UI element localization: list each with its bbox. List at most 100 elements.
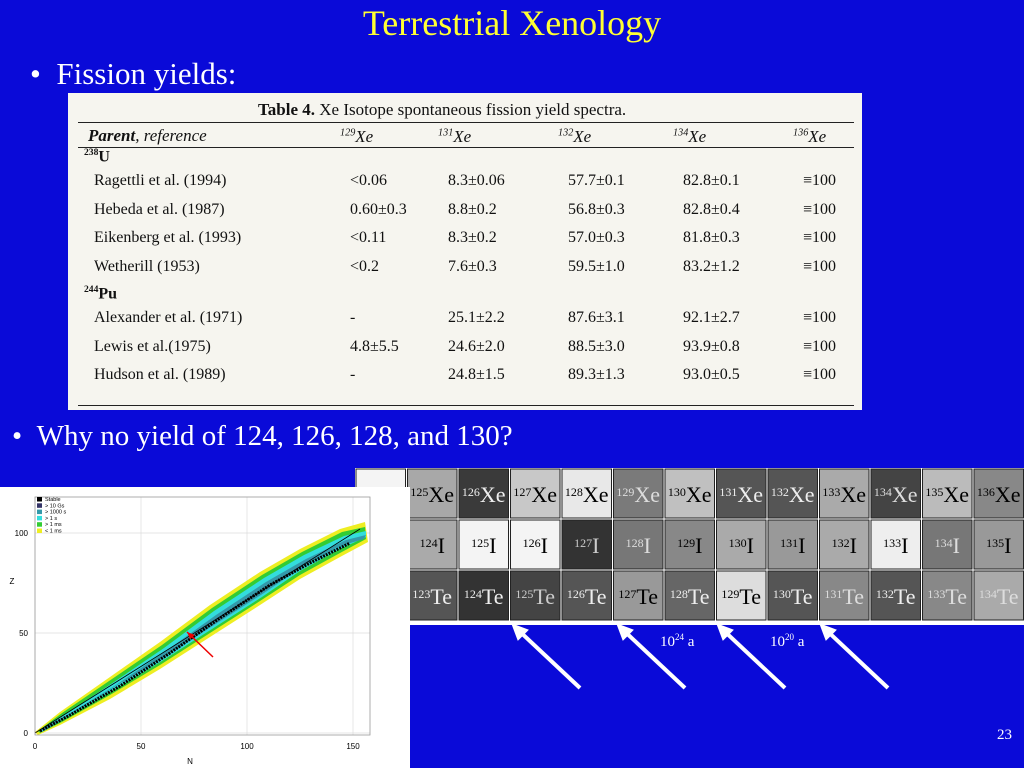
legend-swatch <box>37 528 42 533</box>
mass-number: 124 <box>464 587 482 601</box>
nuclide-cell <box>561 519 612 570</box>
caption-label: Table 4. <box>258 100 316 119</box>
x-tick-label: 150 <box>346 742 360 751</box>
yield-value: ≡100 <box>803 366 837 383</box>
nuclide-cell <box>767 468 818 519</box>
yield-value: 93.0±0.5 <box>683 366 740 383</box>
y-tick-label: 50 <box>19 629 28 638</box>
element-symbol: Te <box>945 584 967 609</box>
nuclide-cell <box>664 570 715 621</box>
nuclide-cell <box>407 519 458 570</box>
bullet-text: Fission yields: <box>56 56 237 91</box>
element-symbol: I <box>489 533 496 558</box>
nuclide-label: 133I <box>883 533 908 558</box>
legend-label: < 1 ms <box>45 529 62 535</box>
rule <box>78 122 854 123</box>
plot-frame <box>34 496 371 736</box>
element-symbol: I <box>592 533 599 558</box>
unit: a <box>684 634 695 650</box>
base: 10 <box>770 634 785 650</box>
mass-number: 133 <box>883 536 901 550</box>
table-scan: Table 4. Xe Isotope spontaneous fission … <box>68 93 862 410</box>
nuclide-label: 123Te <box>412 584 452 609</box>
mass-number: 238 <box>84 147 99 158</box>
mass-number: 129 <box>616 485 634 499</box>
nuclide-label: 124I <box>420 533 445 558</box>
mass-number: 129 <box>677 536 695 550</box>
header-parent: Parent, reference <box>88 126 207 146</box>
nuclide-cell <box>407 570 458 621</box>
mass-number: 131 <box>824 587 842 601</box>
rule <box>78 147 854 148</box>
nuclide-cell <box>922 570 973 621</box>
mass-number: 244 <box>84 284 99 295</box>
element-symbol: Xe <box>428 482 454 507</box>
nuclide-cell <box>819 570 870 621</box>
nuclide-cell <box>458 570 509 621</box>
legend-swatch <box>37 497 42 502</box>
yield-value: 82.8±0.4 <box>683 200 740 218</box>
yield-value: 24.6±2.0 <box>448 337 505 355</box>
nuclide-label: 129Xe <box>616 482 660 507</box>
nuclide-label: 130Te <box>773 584 813 609</box>
nuclide-cell <box>458 519 509 570</box>
legend-label: > 10 Gs <box>45 503 65 509</box>
nuclide-label: 128Xe <box>565 482 609 507</box>
nuclide-cell <box>716 570 767 621</box>
base: 10 <box>660 634 675 650</box>
nuclide-cell <box>767 519 818 570</box>
legend-label: > 1 s <box>45 516 57 522</box>
element-symbol: I <box>747 533 754 558</box>
element-symbol: Xe <box>480 482 506 507</box>
isotope: 132Xe <box>558 127 591 147</box>
nuclide-cell <box>767 570 818 621</box>
nuclide-label: 134I <box>935 533 960 558</box>
yield-value: 8.3±0.06 <box>448 172 505 189</box>
arrows <box>511 623 890 690</box>
bullet-text: Why no yield of 124, 126, 128, and 130? <box>36 420 513 452</box>
nuclide-label: 132Xe <box>771 482 815 507</box>
yield-value: 8.8±0.2 <box>448 200 497 218</box>
nuclide-label: 127Te <box>618 584 658 609</box>
parent-label: Parent <box>88 126 136 145</box>
element-symbol: Te <box>585 584 607 609</box>
bullet: • Fission yields: <box>30 56 236 92</box>
mass-number: 127 <box>618 587 636 601</box>
legend-label: > 1 ms <box>45 522 62 528</box>
nuclide-cell <box>613 519 664 570</box>
mass-number: 126 <box>567 587 585 601</box>
nuclide-cell <box>458 468 509 519</box>
nuclide-cell <box>613 570 664 621</box>
yield-value: 82.8±0.1 <box>683 172 740 189</box>
element-symbol: Xe <box>995 482 1021 507</box>
x-axis-label: N <box>187 757 193 766</box>
yield-value: <0.2 <box>350 257 380 275</box>
nuclide-label: 131I <box>780 533 805 558</box>
yield-value: 92.1±2.7 <box>683 309 740 326</box>
mass-number: 136 <box>793 127 809 139</box>
element-symbol: I <box>798 533 805 558</box>
yield-value: 56.8±0.3 <box>568 200 625 218</box>
yield-value: 93.9±0.8 <box>683 337 740 355</box>
yield-value: 59.5±1.0 <box>568 257 625 275</box>
nuclide-label: 129Te <box>721 584 761 609</box>
yield-value: <0.11 <box>350 229 387 246</box>
yield-value: 4.8±5.5 <box>350 337 399 355</box>
nuclide-cell <box>510 468 561 519</box>
yield-value: ≡100 <box>803 257 837 275</box>
element-symbol: Te <box>533 584 555 609</box>
mass-number: 127 <box>513 485 531 499</box>
element-symbol: I <box>695 533 702 558</box>
yield-value: 81.8±0.3 <box>683 229 740 246</box>
mass-number: 135 <box>986 536 1004 550</box>
mass-number: 130 <box>773 587 791 601</box>
nuclide-cell <box>819 519 870 570</box>
nuclide-label: 132I <box>832 533 857 558</box>
element-symbol: Te <box>636 584 658 609</box>
element-symbol: Xe <box>583 482 609 507</box>
element-symbol: Xe <box>355 127 374 146</box>
mass-number: 131 <box>780 536 798 550</box>
mass-number: 128 <box>670 587 688 601</box>
yield-value: - <box>350 366 356 383</box>
yield-value: 7.6±0.3 <box>448 257 497 275</box>
